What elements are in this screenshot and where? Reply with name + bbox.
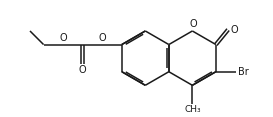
Text: O: O (189, 19, 197, 29)
Text: O: O (99, 33, 106, 43)
Text: O: O (230, 25, 238, 35)
Text: CH₃: CH₃ (184, 105, 201, 114)
Text: O: O (59, 33, 67, 43)
Text: O: O (79, 65, 87, 75)
Text: Br: Br (238, 67, 248, 77)
